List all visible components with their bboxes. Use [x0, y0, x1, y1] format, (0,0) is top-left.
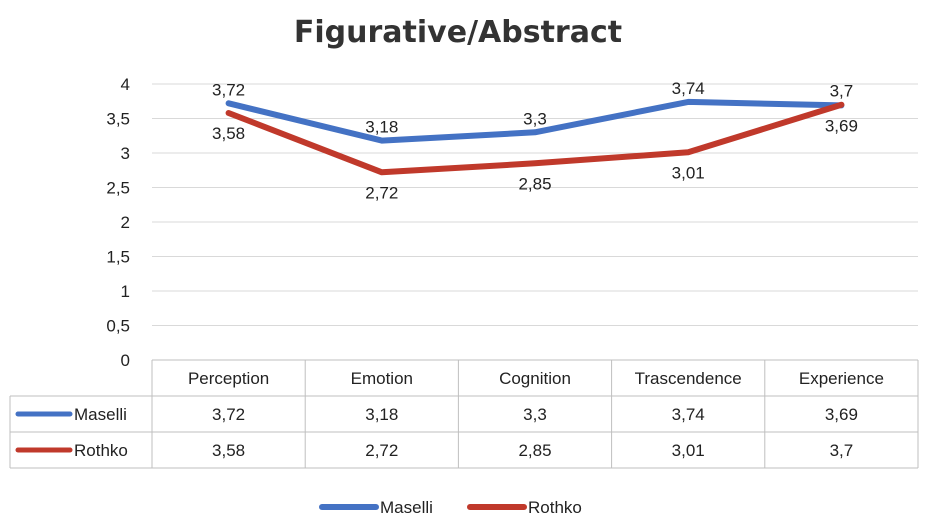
chart-title: Figurative/Abstract [294, 15, 622, 50]
legend-label: Rothko [528, 498, 582, 517]
data-label: 2,85 [518, 174, 551, 193]
y-tick-label: 3,5 [106, 110, 130, 129]
y-tick-label: 3 [121, 144, 130, 163]
table-cell-value: 3,01 [672, 441, 705, 460]
table-cell-value: 3,72 [212, 405, 245, 424]
series-line-rothko [225, 101, 845, 176]
y-tick-label: 4 [121, 75, 130, 94]
legend-label: Maselli [380, 498, 433, 517]
data-label: 3,69 [825, 116, 858, 135]
series-line-maselli [225, 98, 845, 144]
y-tick-label: 0 [121, 351, 130, 370]
category-label: Emotion [351, 369, 413, 388]
table-series-name: Rothko [74, 441, 128, 460]
data-label: 3,72 [212, 80, 245, 99]
table-cell-value: 3,58 [212, 441, 245, 460]
category-label: Trascendence [635, 369, 742, 388]
table-cell-value: 2,85 [518, 441, 551, 460]
table-series-name: Maselli [74, 405, 127, 424]
data-label: 3,01 [672, 163, 705, 182]
category-label: Perception [188, 369, 269, 388]
table-cell-value: 3,7 [830, 441, 854, 460]
y-tick-label: 1,5 [106, 248, 130, 267]
y-tick-label: 1 [121, 282, 130, 301]
gridlines [152, 83, 918, 361]
table-cell-value: 2,72 [365, 441, 398, 460]
data-label: 3,74 [672, 79, 705, 98]
data-label: 3,7 [830, 82, 854, 101]
table-cell-value: 3,69 [825, 405, 858, 424]
legend: Maselli Rothko [319, 498, 582, 517]
table-cell-value: 3,18 [365, 405, 398, 424]
data-label: 3,58 [212, 124, 245, 143]
data-labels: 3,72 3,18 3,3 3,74 3,69 3,58 2,72 2,85 3,01 3,7 [212, 79, 858, 202]
series-lines [225, 98, 845, 176]
y-tick-label: 2,5 [106, 179, 130, 198]
table-cell-value: 3,74 [672, 405, 705, 424]
data-table: Perception Emotion Cognition Trascendence Ex… [9, 359, 919, 469]
category-label: Experience [799, 369, 884, 388]
data-label: 3,18 [365, 118, 398, 137]
table-cell-value: 3,3 [523, 405, 547, 424]
y-tick-label: 0,5 [106, 317, 130, 336]
data-label: 3,3 [523, 109, 547, 128]
category-label: Cognition [499, 369, 571, 388]
y-tick-label: 2 [121, 213, 130, 232]
data-label: 2,72 [365, 183, 398, 202]
y-axis-ticks: 0 0,5 1 1,5 2 2,5 3 3,5 4 [106, 75, 130, 370]
